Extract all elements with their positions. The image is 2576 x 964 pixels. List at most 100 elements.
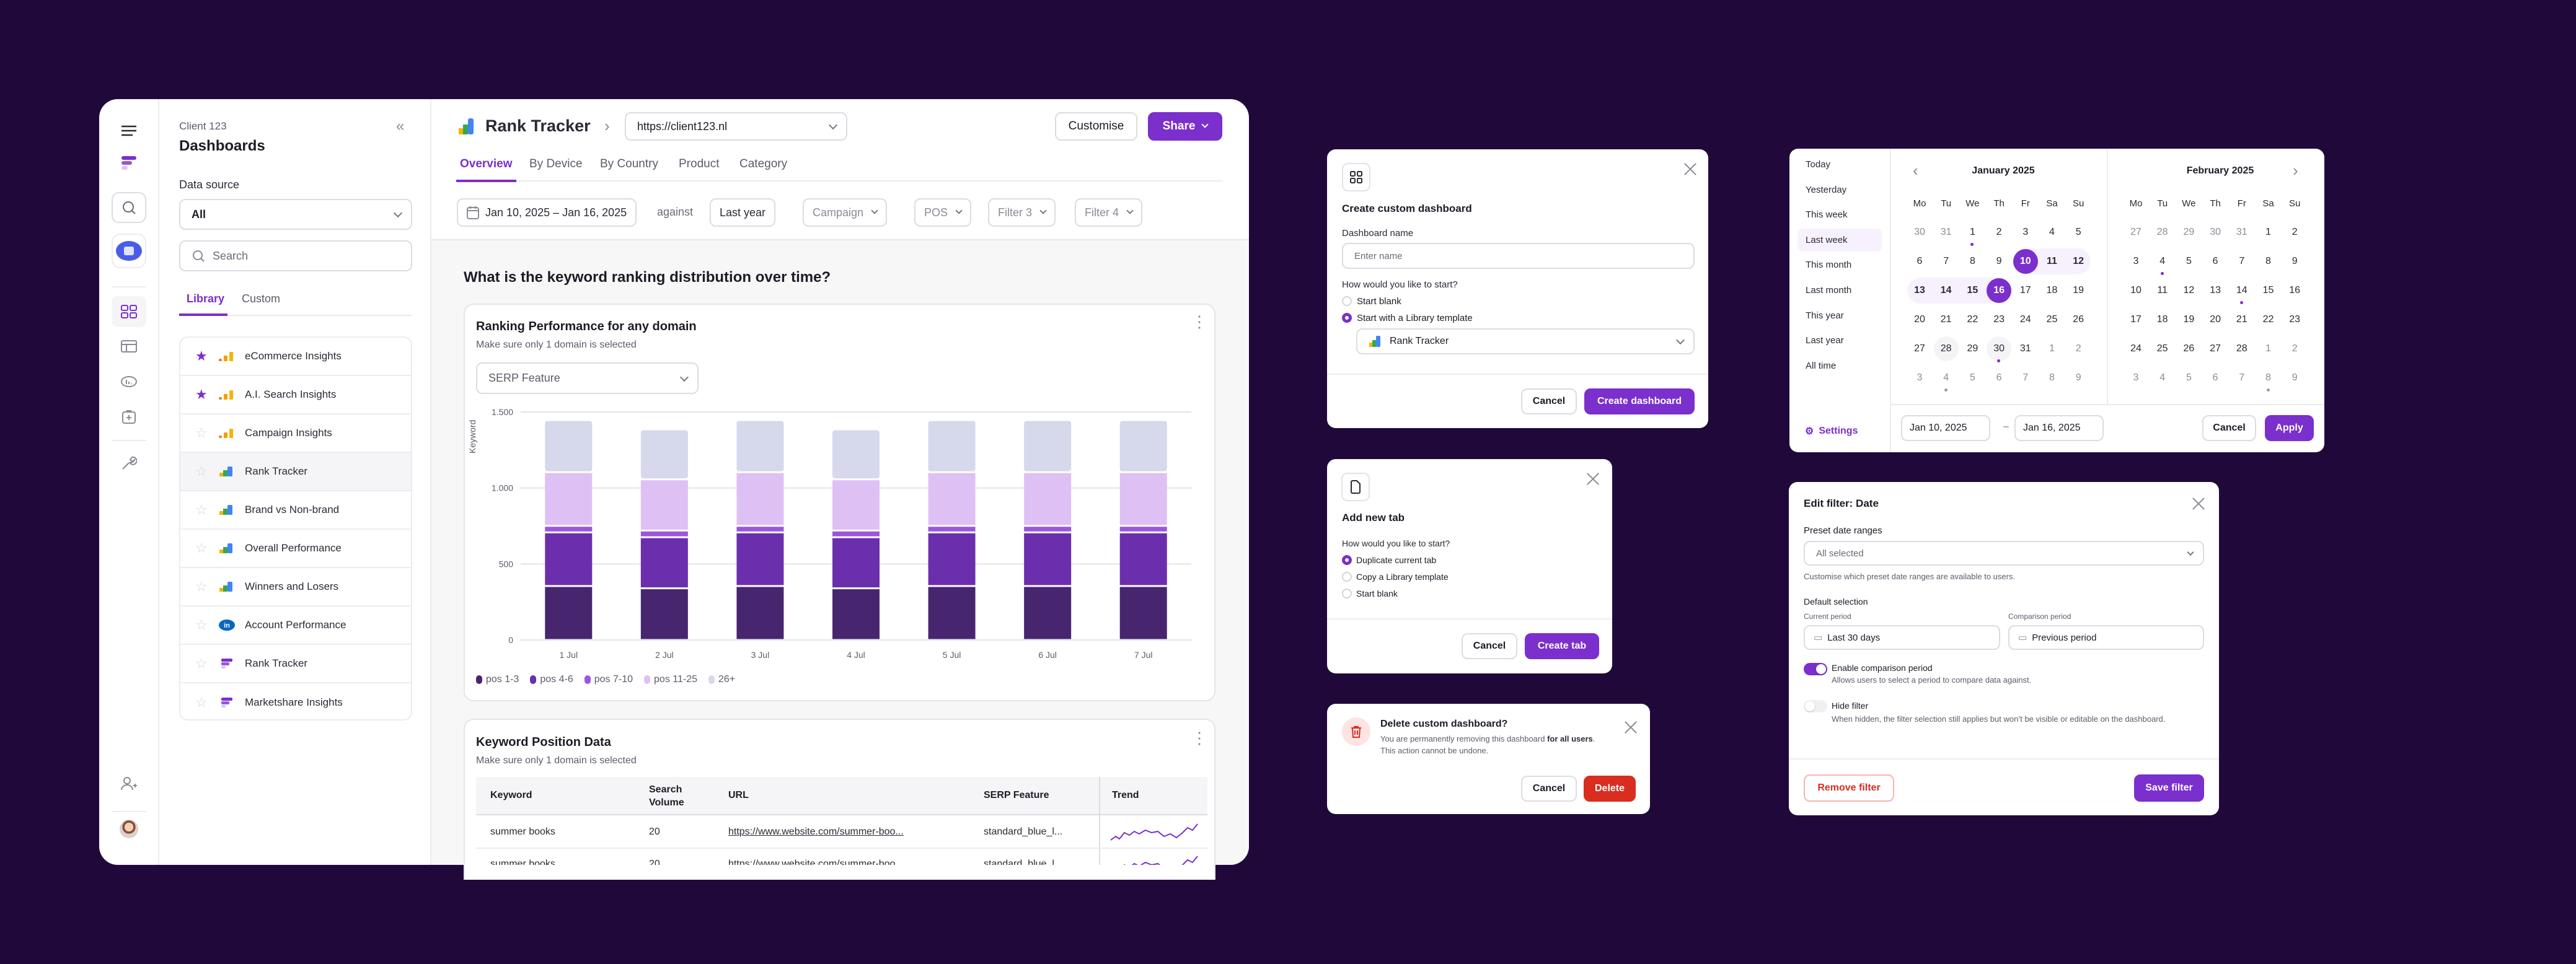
cancel-button[interactable]: Cancel (1462, 633, 1517, 659)
apply-button[interactable]: Apply (2265, 415, 2314, 441)
table-icon[interactable] (117, 334, 141, 359)
calendar-day[interactable]: 28 (2150, 220, 2175, 245)
dashboard-name-input[interactable]: Enter name (1342, 243, 1695, 269)
current-period-input[interactable]: ▭ Last 30 days (1804, 625, 2000, 650)
create-tab-button[interactable]: Create tab (1525, 633, 1599, 659)
calendar-day[interactable]: 1 (1960, 220, 1985, 246)
preset-this-month[interactable]: This month (1806, 260, 1852, 271)
more-options-icon[interactable]: ⋮ (1191, 729, 1207, 747)
bar-segment[interactable] (1119, 527, 1167, 532)
calendar-day[interactable]: 14 (1934, 278, 1959, 303)
calendar-day[interactable]: 4 (2150, 366, 2175, 390)
dashboard-list-item[interactable]: ☆ Marketshare Insights (180, 683, 411, 719)
option-start-blank[interactable]: Start blank (1356, 589, 1398, 598)
bar-segment[interactable] (545, 421, 593, 471)
column-header-url[interactable]: URL (728, 790, 749, 800)
calendar-day[interactable]: 17 (2013, 278, 2038, 303)
bar-segment[interactable] (928, 473, 976, 525)
bar-segment[interactable] (1119, 421, 1167, 471)
close-icon[interactable] (1683, 162, 1697, 176)
calendar-day[interactable]: 17 (2124, 307, 2148, 332)
bar-segment[interactable] (832, 430, 880, 479)
tab-by-country[interactable]: By Country (600, 157, 658, 170)
serp-feature-select[interactable]: SERP Feature (476, 362, 699, 394)
star-filled-icon[interactable]: ★ (195, 387, 208, 402)
bar-segment[interactable] (1119, 587, 1167, 639)
radio-library-template[interactable] (1342, 313, 1352, 323)
dashboards-nav[interactable] (112, 296, 146, 327)
cell-url[interactable]: https://www.website.com/summer-boo... (728, 826, 904, 837)
calendar-day[interactable]: 29 (2176, 220, 2201, 245)
calendar-day[interactable]: 8 (2256, 249, 2281, 274)
calendar-day[interactable]: 31 (2230, 220, 2254, 245)
star-outline-icon[interactable]: ☆ (195, 463, 208, 479)
filter-pos[interactable]: POS (914, 198, 972, 227)
calendar-day[interactable]: 11 (2150, 278, 2175, 303)
settings-link[interactable]: ⚙ Settings (1805, 425, 1858, 437)
dashboard-list-item[interactable]: ☆ Overall Performance (180, 530, 411, 568)
preset-select[interactable]: All selected (1804, 541, 2204, 566)
calendar-day[interactable]: 1 (2256, 336, 2281, 361)
calendar-day[interactable]: 8 (1960, 249, 1985, 274)
data-source-select[interactable]: All (179, 199, 412, 230)
filter-campaign[interactable]: Campaign (803, 198, 888, 227)
calendar-day[interactable]: 2 (2282, 336, 2307, 361)
bar-segment[interactable] (1024, 527, 1072, 532)
legend-item[interactable]: pos 1-3 (476, 674, 519, 685)
bar-segment[interactable] (736, 533, 784, 585)
preset-today[interactable]: Today (1806, 159, 1831, 170)
calendar-day[interactable]: 3 (2124, 249, 2148, 274)
legend-item[interactable]: pos 7-10 (584, 674, 633, 685)
star-outline-icon[interactable]: ☆ (195, 695, 208, 710)
close-icon[interactable] (1586, 472, 1600, 486)
legend-item[interactable]: pos 4-6 (530, 674, 573, 685)
star-outline-icon[interactable]: ☆ (195, 502, 208, 517)
clipboard-add-icon[interactable] (117, 405, 141, 429)
bar-segment[interactable] (832, 480, 880, 530)
dashboard-list-item[interactable]: ★ A.I. Search Insights (180, 376, 411, 414)
star-filled-icon[interactable]: ★ (195, 348, 208, 364)
calendar-day[interactable]: 27 (2124, 220, 2148, 245)
share-button[interactable]: Share (1148, 112, 1222, 141)
menu-icon[interactable] (117, 118, 141, 143)
filter-filter-4[interactable]: Filter 4 (1075, 198, 1143, 227)
calendar-day[interactable]: 28 (2230, 336, 2254, 361)
bar-segment[interactable] (640, 531, 688, 537)
star-outline-icon[interactable]: ☆ (195, 655, 208, 671)
calendar-day[interactable]: 6 (2203, 249, 2228, 274)
calendar-day[interactable]: 15 (2256, 278, 2281, 303)
tab-custom[interactable]: Custom (242, 292, 281, 305)
calendar-day[interactable]: 2 (1987, 220, 2011, 245)
calendar-day[interactable]: 26 (2066, 307, 2091, 332)
calendar-day[interactable]: 19 (2066, 278, 2091, 303)
collapse-sidebar-icon[interactable]: « (396, 118, 405, 134)
bar-segment[interactable] (545, 533, 593, 585)
customise-button[interactable]: Customise (1055, 112, 1137, 141)
create-dashboard-button[interactable]: Create dashboard (1584, 388, 1695, 414)
filter-filter-3[interactable]: Filter 3 (988, 198, 1056, 227)
calendar-day[interactable]: 12 (2176, 278, 2201, 303)
end-date-input[interactable]: Jan 16, 2025 (2014, 415, 2104, 441)
avatar[interactable] (120, 820, 138, 838)
dashboard-list-item[interactable]: ☆ Brand vs Non-brand (180, 491, 411, 530)
dashboard-list-item[interactable]: ☆ in Account Performance (180, 607, 411, 645)
ai-assistant-button[interactable] (112, 234, 146, 268)
calendar-day[interactable]: 16 (2282, 278, 2307, 303)
brand-logo[interactable] (117, 151, 141, 175)
calendar-day[interactable]: 24 (2013, 307, 2038, 332)
calendar-day[interactable]: 9 (1987, 249, 2011, 274)
bar-segment[interactable] (928, 527, 976, 532)
tab-product[interactable]: Product (679, 157, 720, 170)
bar-segment[interactable] (545, 527, 593, 532)
calendar-day[interactable]: 5 (2176, 249, 2201, 274)
preset-last-month[interactable]: Last month (1806, 285, 1852, 296)
table-row[interactable]: summer books 20 https://www.website.com/su… (476, 817, 1207, 849)
option-start-blank[interactable]: Start blank (1357, 296, 1401, 307)
calendar-day[interactable]: 28 (1933, 336, 1959, 361)
calendar-day[interactable]: 29 (1960, 336, 1985, 361)
comparison-filter[interactable]: Last year (710, 198, 776, 227)
bar-segment[interactable] (1119, 473, 1167, 525)
url-select[interactable]: https://client123.nl (625, 112, 847, 141)
option-copy-template[interactable]: Copy a Library template (1356, 572, 1449, 582)
tab-library[interactable]: Library (187, 292, 225, 305)
